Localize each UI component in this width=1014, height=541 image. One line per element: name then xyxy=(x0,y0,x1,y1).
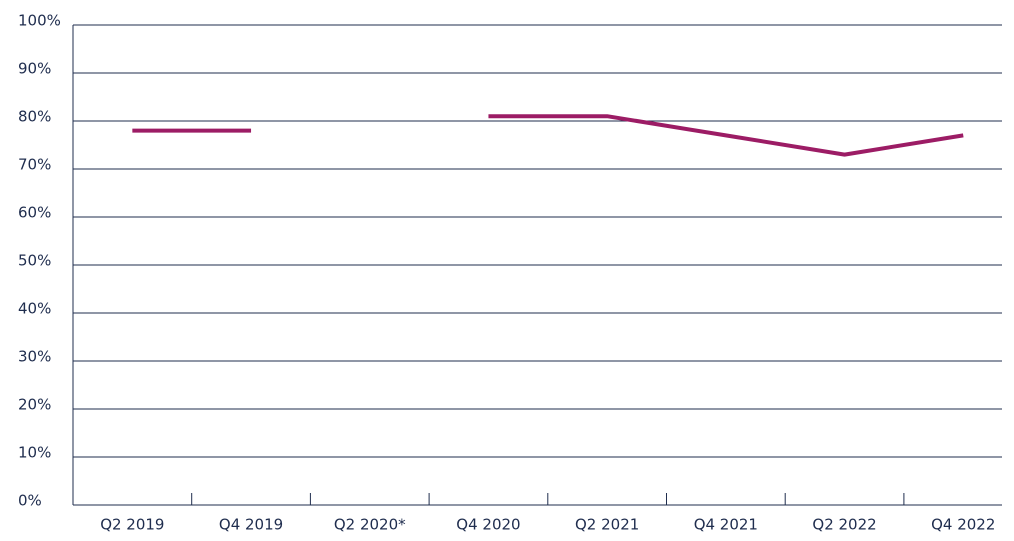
x-tick-label: Q4 2021 xyxy=(694,516,758,534)
y-tick-label: 70% xyxy=(18,156,51,174)
y-tick-label: 60% xyxy=(18,204,51,222)
y-tick-label: 90% xyxy=(18,60,51,78)
x-tick-label: Q2 2022 xyxy=(812,516,876,534)
x-tick-label: Q2 2019 xyxy=(100,516,164,534)
x-tick-label: Q4 2022 xyxy=(931,516,995,534)
y-tick-label: 100% xyxy=(18,12,61,30)
x-tick-label: Q2 2021 xyxy=(575,516,639,534)
x-tick-label: Q2 2020* xyxy=(334,516,406,534)
x-tick-label: Q4 2020 xyxy=(456,516,520,534)
y-tick-label: 10% xyxy=(18,444,51,462)
y-tick-label: 80% xyxy=(18,108,51,126)
y-tick-label: 50% xyxy=(18,252,51,270)
y-tick-label: 0% xyxy=(18,492,42,510)
y-tick-label: 40% xyxy=(18,300,51,318)
y-tick-label: 20% xyxy=(18,396,51,414)
x-tick-label: Q4 2019 xyxy=(219,516,283,534)
data-line xyxy=(132,114,964,157)
y-tick-label: 30% xyxy=(18,348,51,366)
